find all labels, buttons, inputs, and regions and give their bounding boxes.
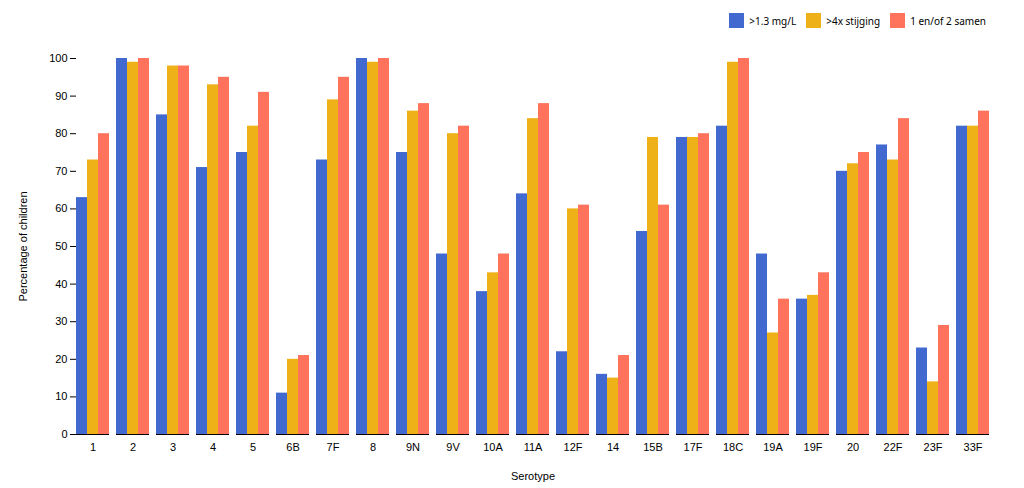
svg-text:19F: 19F [804, 441, 823, 453]
svg-text:19A: 19A [763, 441, 783, 453]
svg-text:15B: 15B [643, 441, 663, 453]
svg-text:8: 8 [370, 441, 376, 453]
svg-text:9V: 9V [446, 441, 460, 453]
svg-text:18C: 18C [723, 441, 743, 453]
svg-text:7F: 7F [327, 441, 340, 453]
svg-text:Percentage of children: Percentage of children [17, 191, 29, 301]
html-text:>1.3 mg/L: >1.3 mg/L [749, 13, 797, 28]
svg-text:6B: 6B [286, 441, 299, 453]
svg-text:70: 70 [55, 165, 67, 177]
svg-text:10A: 10A [483, 441, 503, 453]
svg-text:100: 100 [49, 52, 67, 64]
svg-text:9N: 9N [406, 441, 420, 453]
svg-text:40: 40 [55, 278, 67, 290]
svg-text:80: 80 [55, 127, 67, 139]
svg-text:33F: 33F [964, 441, 983, 453]
svg-text:30: 30 [55, 315, 67, 327]
html-text:>4x stijging: >4x stijging [826, 13, 881, 28]
svg-text:20: 20 [55, 353, 67, 365]
svg-text:4: 4 [210, 441, 216, 453]
svg-text:0: 0 [61, 428, 67, 440]
svg-text:23F: 23F [924, 441, 943, 453]
svg-text:5: 5 [250, 441, 256, 453]
svg-text:22F: 22F [884, 441, 903, 453]
svg-text:3: 3 [170, 441, 176, 453]
svg-text:17F: 17F [684, 441, 703, 453]
svg-text:14: 14 [607, 441, 619, 453]
svg-text:20: 20 [847, 441, 859, 453]
svg-text:10: 10 [55, 390, 67, 402]
svg-text:11A: 11A [524, 441, 543, 453]
svg-text:90: 90 [55, 90, 67, 102]
svg-text:60: 60 [55, 202, 67, 214]
svg-text:Serotype: Serotype [511, 470, 555, 482]
svg-text:50: 50 [55, 240, 67, 252]
svg-text:1: 1 [90, 441, 96, 453]
html-text:1 en/of 2 samen: 1 en/of 2 samen [910, 13, 986, 28]
svg-text:2: 2 [130, 441, 136, 453]
svg-text:12F: 12F [564, 441, 583, 453]
